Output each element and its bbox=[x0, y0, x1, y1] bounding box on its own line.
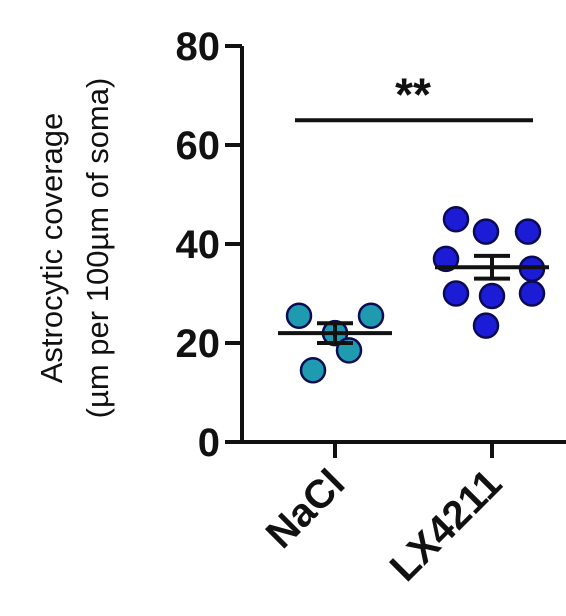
data-point-lx4211-8 bbox=[478, 282, 506, 310]
data-point-lx4211-4 bbox=[432, 245, 460, 273]
data-point-nacl-1 bbox=[285, 302, 313, 330]
x-tick-label-lx4211: LX4211 bbox=[382, 461, 511, 590]
y-tick-label-40: 40 bbox=[176, 223, 221, 267]
y-tick-label-0: 0 bbox=[198, 421, 220, 465]
data-point-lx4211-3 bbox=[472, 218, 500, 245]
data-point-lx4211-9 bbox=[472, 312, 500, 339]
data-point-lx4211-6 bbox=[442, 280, 470, 307]
y-tick-label-60: 60 bbox=[176, 124, 221, 168]
y-tick-label-80: 80 bbox=[176, 25, 221, 69]
data-point-lx4211-2 bbox=[514, 218, 542, 245]
data-point-lx4211-7 bbox=[518, 280, 546, 307]
data-point-nacl-2 bbox=[357, 302, 385, 330]
x-tick-label-nacl: NaCl bbox=[258, 461, 354, 557]
data-point-lx4211-1 bbox=[442, 206, 470, 233]
y-axis-label-line2: (µm per 100µm of soma) bbox=[80, 78, 115, 419]
significance-label: ** bbox=[395, 68, 431, 120]
data-marks-group: ** bbox=[278, 68, 549, 384]
y-axis-label-line1: Astrocytic coverage bbox=[34, 113, 69, 384]
y-tick-label-20: 20 bbox=[176, 322, 221, 366]
data-point-nacl-5 bbox=[299, 356, 327, 384]
